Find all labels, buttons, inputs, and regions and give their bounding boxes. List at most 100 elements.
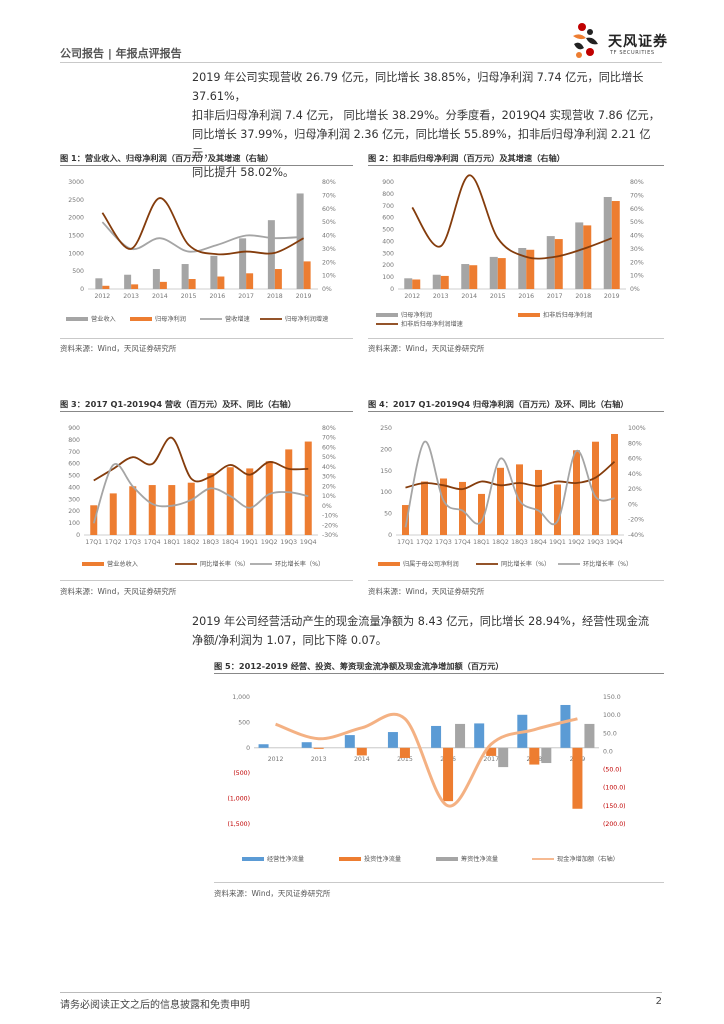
y-tick-label: 300 xyxy=(382,250,394,257)
bar xyxy=(421,481,428,535)
y2-tick-label: -10% xyxy=(322,513,338,520)
y-tick-label: 900 xyxy=(68,425,80,432)
bar xyxy=(90,505,98,535)
y-tick-label: (1,500) xyxy=(227,821,250,828)
x-tick-label: 17Q1 xyxy=(85,539,102,546)
x-tick-label: 19Q2 xyxy=(568,539,585,546)
bar xyxy=(258,744,269,748)
para-line: 扣非后归母净利润 7.4 亿元， 同比增长 38.29%。分季度看，2019Q4… xyxy=(192,109,660,122)
y2-tick-label: 70% xyxy=(630,192,644,199)
y2-tick-label: 30% xyxy=(322,246,336,253)
x-tick-label: 18Q2 xyxy=(492,539,509,546)
y2-tick-label: 70% xyxy=(322,435,336,442)
y2-tick-label: 0% xyxy=(322,503,332,510)
logo-mark-icon xyxy=(573,23,598,58)
y2-tick-label: (150.0) xyxy=(603,803,626,810)
legend-label: 营收增速 xyxy=(225,315,250,323)
legend-swatch xyxy=(82,562,104,566)
para-line: 同比增长 37.99%，归母净利润 2.36 亿元，同比增长 55.89%，扣非… xyxy=(192,128,651,160)
y-tick-label: 600 xyxy=(382,215,394,222)
y2-tick-label: 50% xyxy=(630,219,644,226)
legend-label: 投资性净流量 xyxy=(364,855,401,863)
y-tick-label: 0 xyxy=(80,286,84,293)
bar xyxy=(459,481,466,535)
y-tick-label: 500 xyxy=(382,227,394,234)
y2-tick-label: (50.0) xyxy=(603,767,622,774)
series-line xyxy=(101,221,304,253)
bar xyxy=(210,255,218,289)
bar xyxy=(301,742,312,748)
brand-name: 天风证券 xyxy=(608,34,668,50)
x-tick-label: 2018 xyxy=(575,293,591,300)
y-tick-label: 500 xyxy=(68,473,80,480)
bar xyxy=(239,238,247,289)
x-tick-label: 18Q3 xyxy=(202,539,219,546)
paragraph-cashflow: 2019 年公司经营活动产生的现金流量净额为 8.43 亿元，同比增长 28.9… xyxy=(192,612,664,650)
x-tick-label: 18Q3 xyxy=(511,539,528,546)
bar xyxy=(412,279,421,289)
bar xyxy=(583,225,592,289)
x-tick-label: 2013 xyxy=(123,293,139,300)
legend-label: 环比增长率（%） xyxy=(275,560,324,568)
series-line xyxy=(404,440,615,528)
fig4-source: 资料来源：Wind，天风证券研究所 xyxy=(368,587,485,596)
fig2-bottom-rule xyxy=(368,338,664,339)
bar xyxy=(217,276,225,289)
bar xyxy=(592,441,599,535)
fig5-top-rule xyxy=(214,673,664,674)
y-tick-label: 800 xyxy=(382,191,394,198)
y2-tick-label: 70% xyxy=(322,192,336,199)
y2-tick-label: 10% xyxy=(322,273,336,280)
legend-swatch xyxy=(242,857,264,861)
y2-tick-label: 10% xyxy=(630,273,644,280)
y-tick-label: 100 xyxy=(68,520,80,527)
series-line xyxy=(92,462,309,524)
legend-label: 同比增长率（%） xyxy=(501,560,550,568)
legend-swatch xyxy=(130,317,152,321)
x-tick-label: 2019 xyxy=(296,293,312,300)
x-tick-label: 2017 xyxy=(238,293,254,300)
bar xyxy=(159,281,167,289)
fig2-title: 图 2：扣非后归母净利润（百万元）及其增速（右轴） xyxy=(368,153,565,163)
x-tick-label: 2012 xyxy=(404,293,420,300)
y2-tick-label: 100.0 xyxy=(603,712,621,719)
series-line xyxy=(275,712,578,808)
y2-tick-label: 80% xyxy=(322,425,336,432)
y-tick-label: 600 xyxy=(68,461,80,468)
bar xyxy=(404,278,413,289)
bar xyxy=(124,274,132,289)
fig1-source: 资料来源：Wind，天风证券研究所 xyxy=(60,344,177,353)
bar xyxy=(603,196,612,289)
x-tick-label: 2013 xyxy=(311,756,327,763)
y2-tick-label: 10% xyxy=(322,493,336,500)
bar xyxy=(541,747,552,764)
y-tick-label: 300 xyxy=(68,496,80,503)
bar xyxy=(497,467,504,535)
y-tick-label: (500) xyxy=(233,770,250,777)
legend-swatch xyxy=(339,857,361,861)
bar xyxy=(440,478,447,535)
y2-tick-label: 50% xyxy=(322,219,336,226)
y2-tick-label: 50.0 xyxy=(603,730,617,737)
y-tick-label: 0 xyxy=(246,745,250,752)
y-tick-label: 150 xyxy=(380,468,392,475)
y2-tick-label: 50% xyxy=(322,454,336,461)
bar xyxy=(575,222,584,289)
fig5-bottom-rule xyxy=(214,882,664,883)
legend-label: 扣非后归母净利润 xyxy=(543,311,593,319)
legend-swatch xyxy=(66,317,88,321)
bar xyxy=(486,747,497,756)
bar xyxy=(443,747,454,802)
x-tick-label: 19Q3 xyxy=(587,539,604,546)
y-tick-label: 500 xyxy=(238,719,250,726)
x-tick-label: 17Q3 xyxy=(124,539,141,546)
x-tick-label: 19Q1 xyxy=(549,539,566,546)
bar xyxy=(431,725,442,748)
y-tick-label: 200 xyxy=(382,262,394,269)
bar xyxy=(535,469,542,535)
report-header-label: 公司报告 | 年报点评报告 xyxy=(60,47,182,60)
footer-disclaimer: 请务必阅读正文之后的信息披露和免责申明 xyxy=(60,1000,250,1011)
y2-tick-label: 20% xyxy=(322,483,336,490)
bar xyxy=(131,284,139,289)
y2-tick-label: 40% xyxy=(630,233,644,240)
